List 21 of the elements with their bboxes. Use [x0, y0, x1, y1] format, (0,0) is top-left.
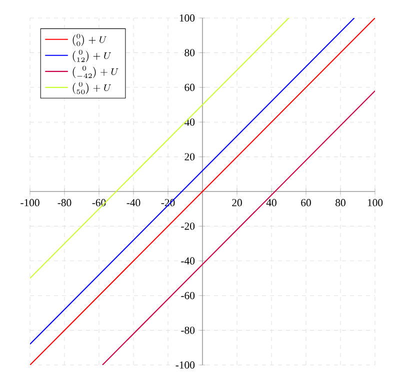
legend-label: $\binom{0}{0}+U$ — [72, 34, 107, 46]
y-tick-label: -60 — [181, 292, 195, 300]
x-tick-label: 60 — [301, 199, 311, 206]
y-tick-label: -20 — [181, 222, 195, 230]
y-tick-label: -100 — [176, 361, 195, 369]
y-tick-label: 20 — [184, 153, 195, 160]
y-tick-label: -40 — [181, 257, 195, 264]
legend-label: $\binom{0}{-42}+U$ — [72, 66, 118, 78]
x-tick-label: -100 — [20, 199, 40, 206]
legend-label: $\binom{0}{12}+U$ — [72, 50, 112, 62]
x-tick-label: -40 — [126, 199, 140, 206]
x-tick-label: 40 — [266, 199, 276, 206]
x-tick-label: 20 — [232, 199, 242, 206]
y-tick-label: 100 — [180, 14, 195, 22]
x-tick-label: -80 — [58, 199, 72, 206]
y-tick-label: -80 — [181, 326, 195, 334]
x-tick-label: 100 — [368, 199, 383, 206]
x-tick-label: 80 — [336, 199, 346, 206]
legend-label: $\binom{0}{50}+U$ — [72, 82, 112, 94]
y-tick-label: 80 — [184, 49, 195, 56]
y-tick-label: 60 — [184, 84, 195, 91]
